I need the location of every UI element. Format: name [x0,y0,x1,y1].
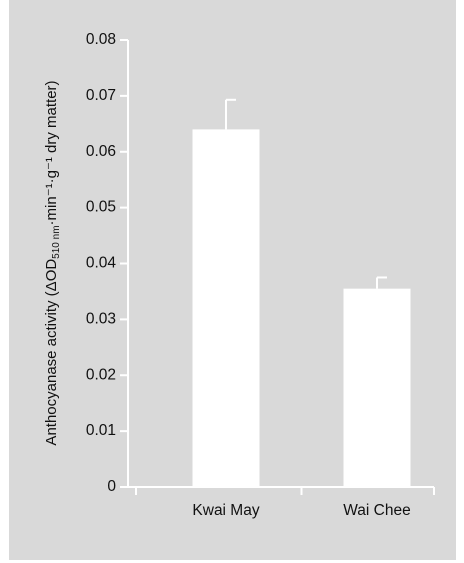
bar [193,129,260,487]
bars [193,129,411,487]
y-tick-label: 0.05 [86,199,116,216]
x-tick-labels: Kwai May Wai Chee [192,502,410,519]
y-tick-label: 0.02 [86,366,116,383]
y-tick-label: 0.06 [86,143,116,160]
y-tick-label: 0.03 [86,310,116,327]
y-tick-label: 0 [107,478,116,495]
y-axis-label-main: Anthocyanase activity (ΔOD [43,259,60,446]
x-axis [128,487,434,495]
x-tick-label: Wai Chee [343,502,410,519]
y-tick-label: 0.04 [86,255,117,272]
y-tick-label: 0.01 [86,422,116,439]
y-axis [120,40,128,487]
y-axis-label-rest: ·min⁻¹·g⁻¹ dry matter) [43,80,60,225]
bar [344,289,411,487]
y-axis-label-subscript: 510 nm [51,225,62,258]
y-axis-label: Anthocyanase activity (ΔOD510 nm·min⁻¹·g… [43,80,62,445]
x-tick-label: Kwai May [192,502,259,519]
y-tick-label: 0.07 [86,87,116,104]
y-tick-labels: 0 0.01 0.02 0.03 0.04 0.05 0.06 0.07 0.08 [86,31,117,495]
y-tick-label: 0.08 [86,31,116,48]
